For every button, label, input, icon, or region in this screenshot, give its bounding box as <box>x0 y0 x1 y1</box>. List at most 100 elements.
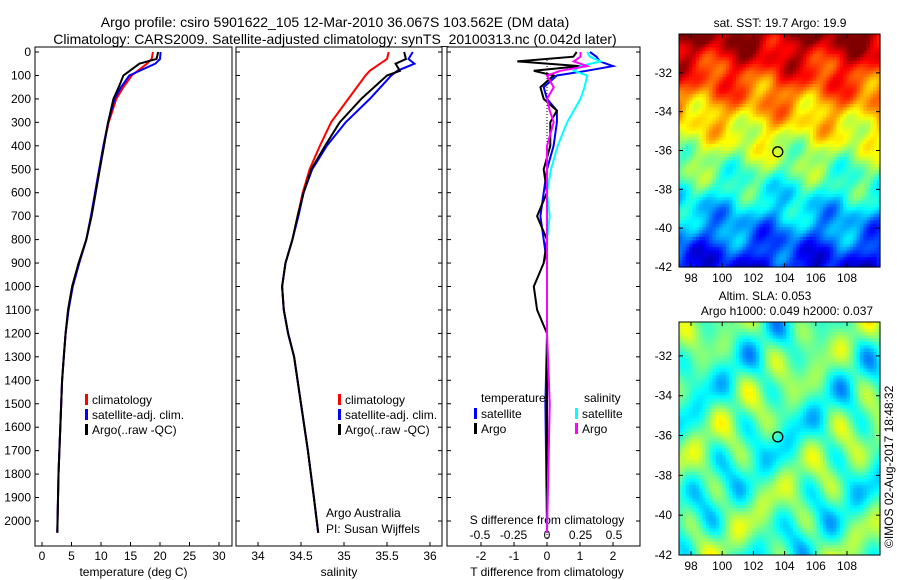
map-cell <box>799 150 804 155</box>
map-cell <box>766 133 771 138</box>
map-cell <box>712 87 717 92</box>
map-cell <box>799 127 804 132</box>
map-cell <box>869 123 874 128</box>
map-cell <box>833 243 838 248</box>
map-cell <box>702 90 707 95</box>
map-cell <box>715 335 720 340</box>
map-cell <box>682 207 687 212</box>
map-cell <box>849 127 854 132</box>
map-cell <box>682 63 687 68</box>
map-cell <box>779 73 784 78</box>
map-cell <box>779 143 784 148</box>
map-cell <box>856 237 861 241</box>
map-cell <box>695 345 700 350</box>
map-cell <box>782 93 787 98</box>
map-cell <box>876 150 881 155</box>
map-cell <box>776 257 781 261</box>
map-cell <box>709 253 714 258</box>
map-cell <box>819 257 824 261</box>
map-cell <box>839 107 844 112</box>
map-cell <box>735 43 740 48</box>
map-cell <box>869 50 874 55</box>
map-cell <box>685 345 690 350</box>
map-cell <box>839 160 844 165</box>
legend-title-salinity: salinity <box>584 391 621 405</box>
map-cell <box>863 217 868 221</box>
map-cell <box>806 147 811 152</box>
map-cell <box>712 257 717 261</box>
map-cell <box>766 140 771 145</box>
map-cell <box>819 237 824 241</box>
map-cell <box>799 57 804 62</box>
series-line-satellite-adj-clim- <box>281 51 417 533</box>
map-cell <box>826 67 831 72</box>
map-cell <box>833 37 838 42</box>
map-cell <box>732 230 737 235</box>
map-cell <box>779 253 784 258</box>
map-cell <box>802 197 807 202</box>
map-cell <box>715 243 720 248</box>
map-cell <box>876 130 881 135</box>
map-cell <box>846 193 851 198</box>
map-cell <box>819 73 824 78</box>
map-cell <box>853 157 858 162</box>
map-cell <box>766 250 771 255</box>
map-cell <box>829 147 834 152</box>
map-cell <box>746 100 750 105</box>
map-cell <box>826 93 831 98</box>
map-cell <box>732 117 737 122</box>
map-cell <box>752 338 757 343</box>
map-cell <box>876 140 881 145</box>
map-cell <box>823 177 827 182</box>
map-cell <box>742 37 747 42</box>
map-cell <box>796 100 801 105</box>
map-cell <box>735 93 740 98</box>
map-cell <box>699 73 704 78</box>
map-cell <box>756 243 760 248</box>
map-cell <box>759 130 764 135</box>
map-cell <box>749 77 754 82</box>
map-cell <box>759 345 764 350</box>
map-cell <box>705 170 710 175</box>
map-cell <box>782 331 787 336</box>
map-cell <box>826 107 831 112</box>
map-cell <box>853 143 858 148</box>
map-cell <box>786 67 791 72</box>
map-cell <box>749 257 754 261</box>
map-cell <box>682 197 687 202</box>
map-cell <box>796 247 801 251</box>
map-cell <box>779 243 784 248</box>
map-cell <box>746 180 750 185</box>
map-cell <box>796 130 801 135</box>
map-cell <box>856 130 861 135</box>
map-cell <box>829 50 834 55</box>
map-cell <box>702 120 707 125</box>
map-cell <box>859 183 864 188</box>
map-cell <box>786 143 791 148</box>
map-cell <box>722 177 727 182</box>
map-cell <box>719 243 724 248</box>
map-cell <box>829 227 834 231</box>
map-cell <box>742 93 747 98</box>
map-cell <box>682 348 687 353</box>
map-cell <box>792 113 797 118</box>
map-cell <box>705 50 710 55</box>
map-cell <box>813 220 817 225</box>
map-cell <box>685 163 690 168</box>
map-cell <box>866 190 871 195</box>
map-cell <box>689 207 693 212</box>
map-cell <box>809 183 814 188</box>
map-cell <box>715 147 720 152</box>
map-cell <box>772 335 777 340</box>
map-cell <box>766 210 771 215</box>
map-cell <box>759 50 764 55</box>
map-cell <box>776 34 781 38</box>
map-cell <box>853 110 858 115</box>
map-cell <box>762 153 767 158</box>
map-cell <box>779 240 784 245</box>
map-cell <box>806 43 811 48</box>
map-cell <box>719 147 724 152</box>
map-cell <box>742 67 747 72</box>
map-cell <box>843 130 848 135</box>
map-cell <box>766 247 771 251</box>
